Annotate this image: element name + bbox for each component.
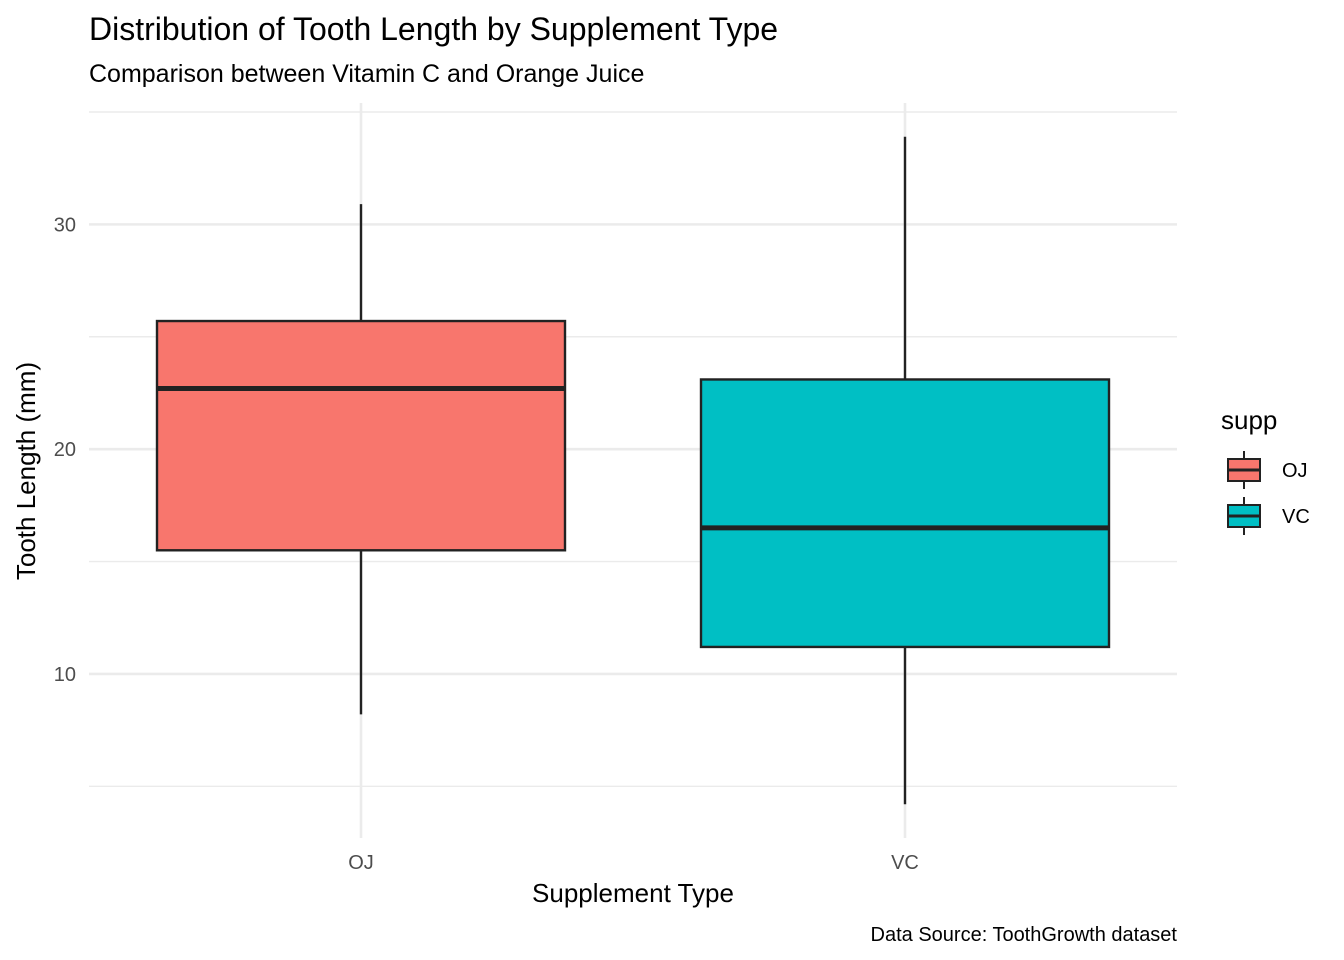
x-axis-ticks: OJ VC — [348, 852, 919, 874]
legend-label: VC — [1282, 506, 1310, 528]
x-axis-title: Supplement Type — [532, 878, 734, 908]
chart-title: Distribution of Tooth Length by Suppleme… — [89, 11, 778, 47]
y-tick-label: 30 — [54, 214, 76, 236]
box-oj — [155, 204, 567, 715]
y-axis-ticks: 10 20 30 — [54, 214, 76, 686]
legend-label: OJ — [1282, 460, 1308, 482]
legend: supp OJ VC — [1221, 405, 1310, 535]
chart-caption: Data Source: ToothGrowth dataset — [871, 924, 1178, 946]
legend-items: OJ VC — [1227, 451, 1310, 535]
legend-item-vc: VC — [1227, 497, 1310, 535]
box-vc — [699, 136, 1111, 805]
chart-subtitle: Comparison between Vitamin C and Orange … — [89, 60, 644, 88]
legend-title: supp — [1221, 405, 1277, 435]
box-body — [699, 378, 1111, 649]
y-axis-title: Tooth Length (mm) — [11, 362, 41, 580]
legend-item-oj: OJ — [1227, 451, 1308, 489]
y-tick-label: 10 — [54, 664, 76, 686]
box-body — [155, 319, 567, 552]
box-group — [155, 136, 1111, 805]
x-tick-label: VC — [891, 852, 919, 874]
x-tick-label: OJ — [348, 852, 374, 874]
plot-area: 10 20 30 OJ VC — [54, 103, 1177, 874]
y-tick-label: 20 — [54, 439, 76, 461]
